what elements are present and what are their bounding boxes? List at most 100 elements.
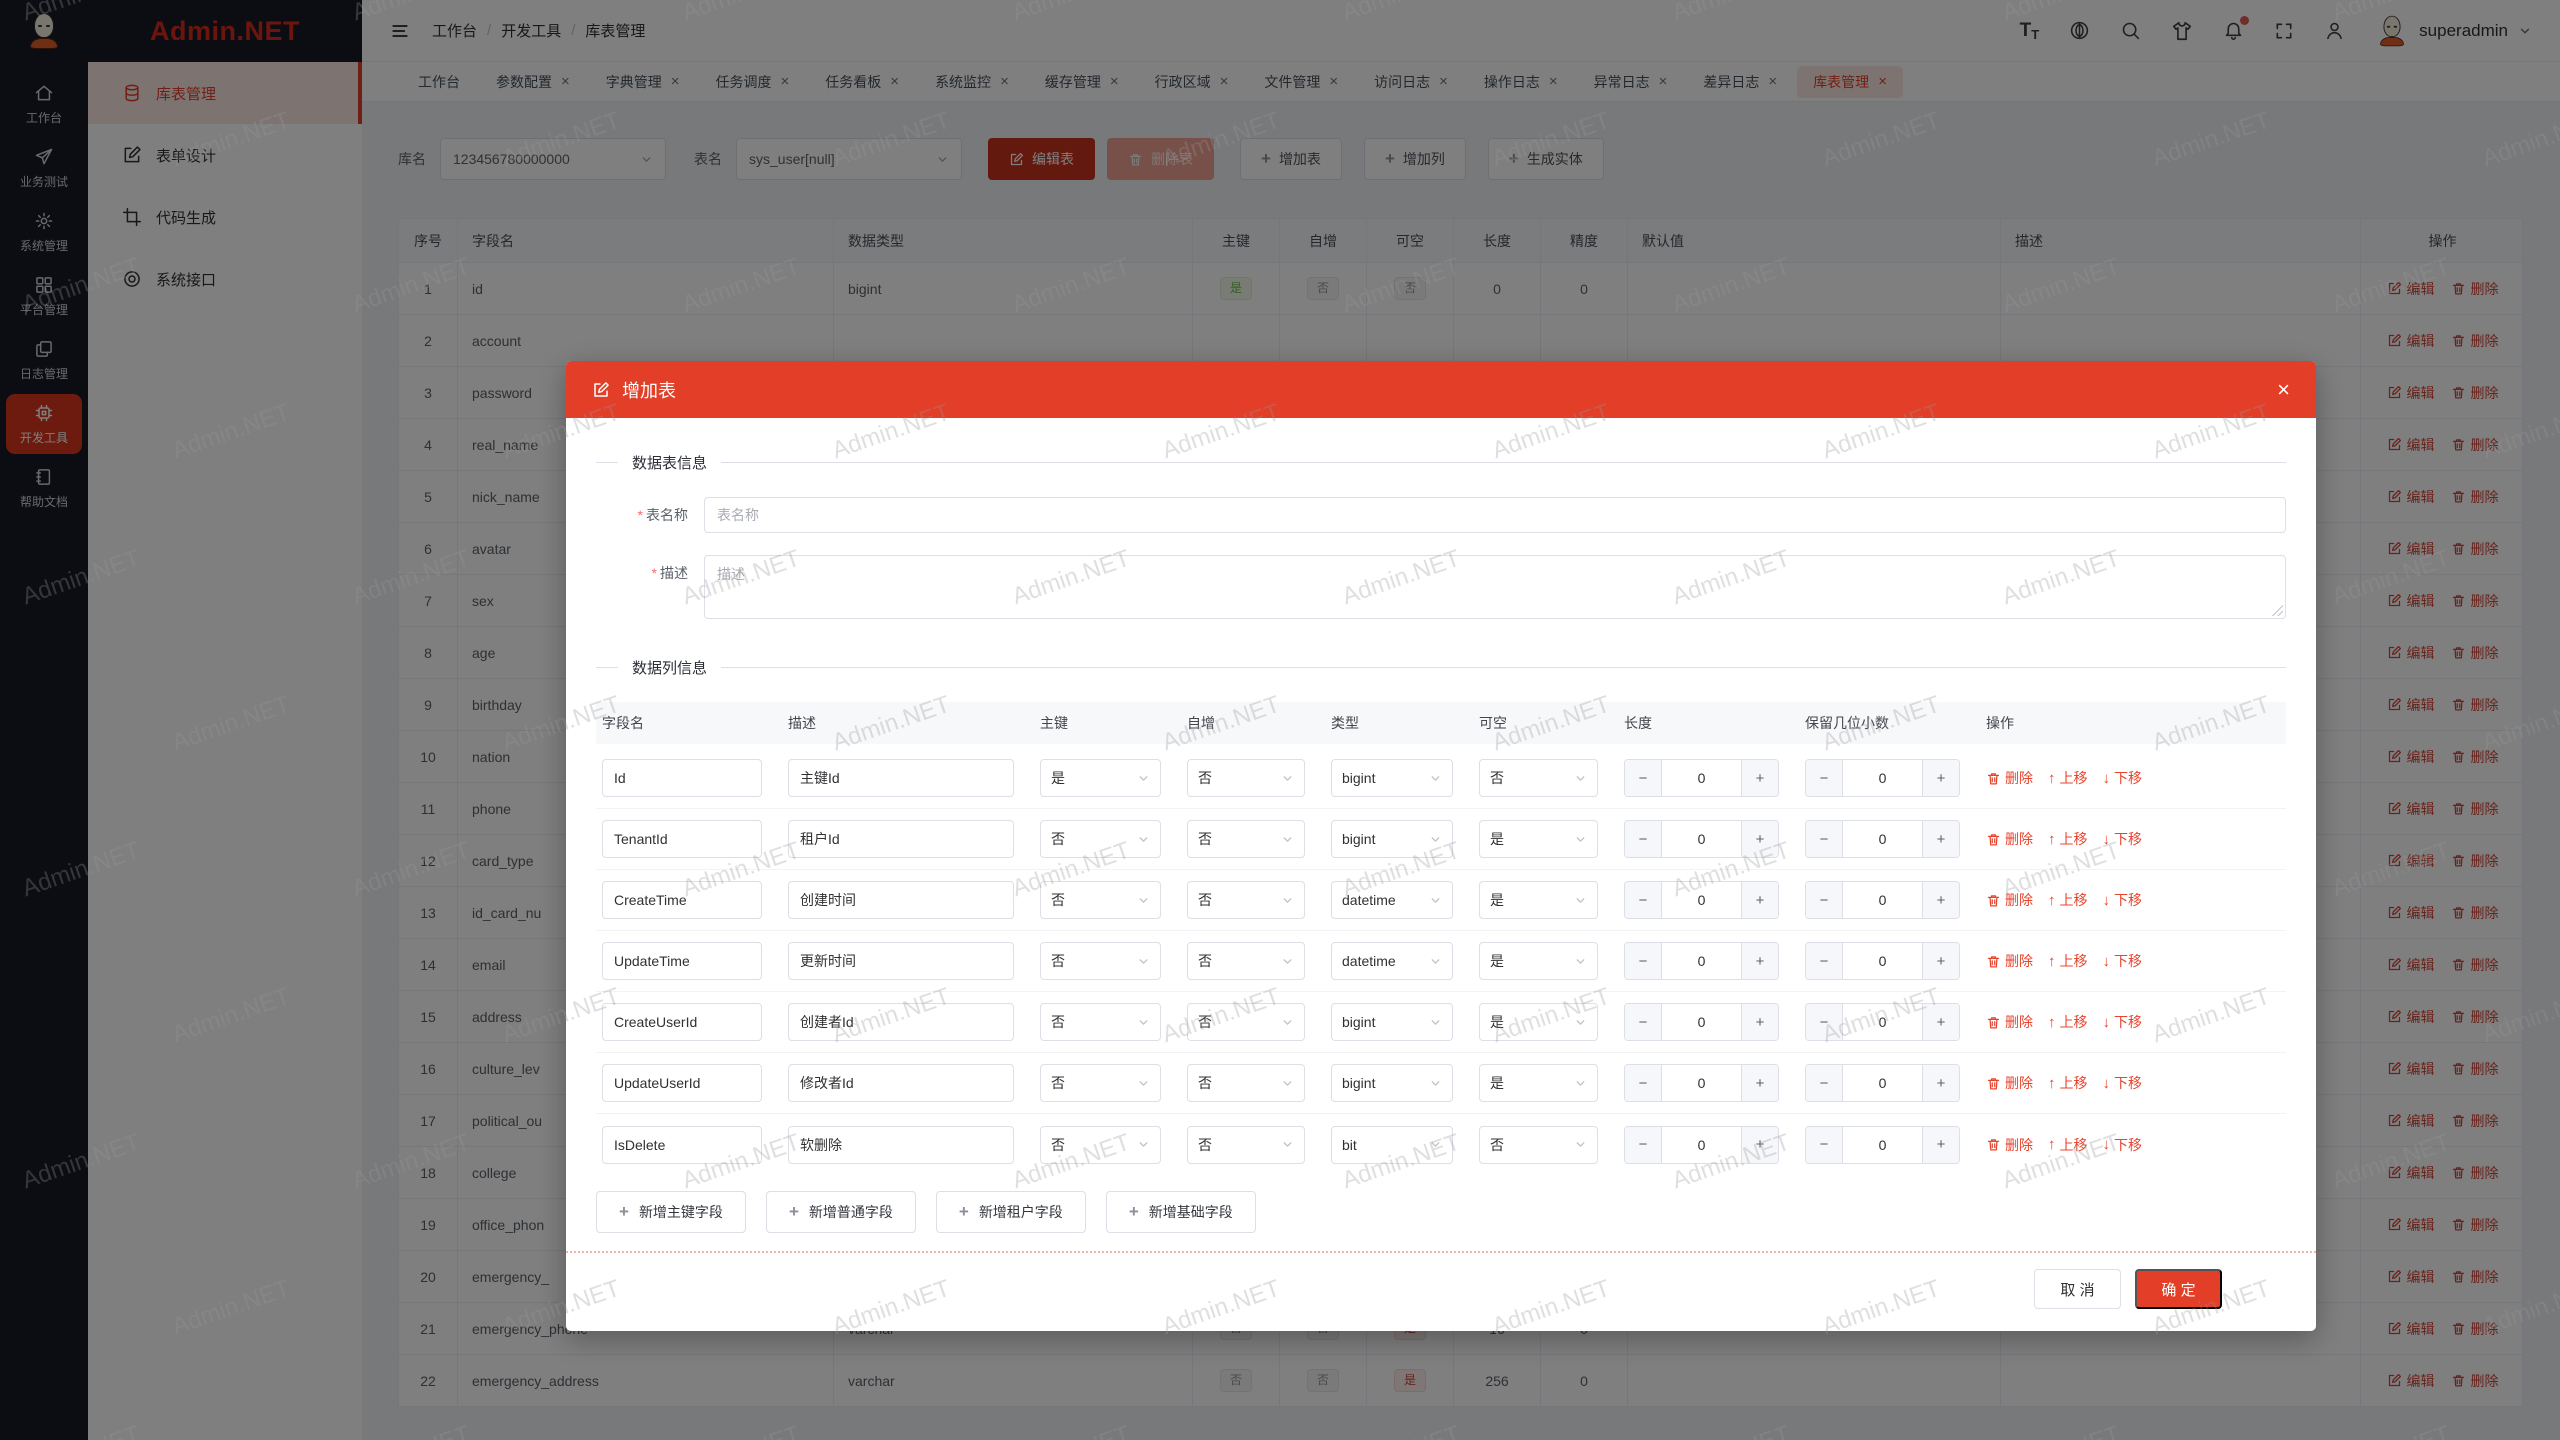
field-name-input[interactable]: [602, 1064, 762, 1102]
increase-button[interactable]: +: [1741, 1126, 1778, 1163]
delete-field-link[interactable]: 删除: [1986, 1073, 2033, 1093]
nullable-select[interactable]: 是: [1479, 942, 1598, 980]
primary-key-select[interactable]: 否: [1040, 881, 1161, 919]
auto-increment-select[interactable]: 否: [1187, 881, 1305, 919]
increase-button[interactable]: +: [1922, 760, 1959, 796]
primary-key-select[interactable]: 否: [1040, 942, 1161, 980]
decrease-button[interactable]: −: [1625, 882, 1662, 918]
data-type-select[interactable]: bigint: [1331, 1003, 1453, 1041]
decrease-button[interactable]: −: [1806, 760, 1843, 796]
field-name-input[interactable]: [602, 820, 762, 858]
decrease-button[interactable]: −: [1625, 760, 1662, 796]
increase-button[interactable]: +: [1922, 882, 1959, 918]
increase-button[interactable]: +: [1922, 821, 1959, 857]
increase-button[interactable]: +: [1922, 1065, 1959, 1101]
primary-key-select[interactable]: 否: [1040, 1003, 1161, 1041]
decrease-button[interactable]: −: [1806, 1065, 1843, 1101]
delete-field-link[interactable]: 删除: [1986, 829, 2033, 849]
add-field-button-新增普通字段[interactable]: + 新增普通字段: [765, 1191, 916, 1233]
increase-button[interactable]: +: [1741, 760, 1778, 796]
move-down-link[interactable]: ↓ 下移: [2103, 1012, 2143, 1032]
move-down-link[interactable]: ↓ 下移: [2103, 829, 2143, 849]
confirm-button[interactable]: 确 定: [2135, 1269, 2222, 1309]
field-description-input[interactable]: [788, 820, 1014, 858]
move-up-link[interactable]: ↑ 上移: [2048, 1135, 2088, 1155]
move-down-link[interactable]: ↓ 下移: [2103, 1073, 2143, 1093]
increase-button[interactable]: +: [1922, 943, 1959, 979]
nullable-select[interactable]: 是: [1479, 820, 1598, 858]
auto-increment-select[interactable]: 否: [1187, 1125, 1305, 1164]
move-up-link[interactable]: ↑ 上移: [2048, 1073, 2088, 1093]
table-description-textarea[interactable]: [704, 555, 2286, 619]
move-down-link[interactable]: ↓ 下移: [2103, 768, 2143, 788]
decrease-button[interactable]: −: [1806, 821, 1843, 857]
field-description-input[interactable]: [788, 759, 1014, 797]
data-type-select[interactable]: bigint: [1331, 759, 1453, 797]
increase-button[interactable]: +: [1741, 943, 1778, 979]
auto-increment-select[interactable]: 否: [1187, 820, 1305, 858]
data-type-select[interactable]: bigint: [1331, 820, 1453, 858]
field-description-input[interactable]: [788, 1064, 1014, 1102]
delete-field-link[interactable]: 删除: [1986, 1135, 2033, 1155]
field-name-input[interactable]: [602, 759, 762, 797]
nullable-select[interactable]: 否: [1479, 1125, 1598, 1164]
field-description-input[interactable]: [788, 881, 1014, 919]
move-down-link[interactable]: ↓ 下移: [2103, 1135, 2143, 1155]
add-field-button-新增主键字段[interactable]: + 新增主键字段: [596, 1191, 746, 1233]
cancel-button[interactable]: 取 消: [2034, 1269, 2121, 1309]
increase-button[interactable]: +: [1741, 882, 1778, 918]
decrease-button[interactable]: −: [1806, 943, 1843, 979]
data-type-select[interactable]: datetime: [1331, 942, 1453, 980]
auto-increment-select[interactable]: 否: [1187, 1064, 1305, 1102]
increase-button[interactable]: +: [1741, 1004, 1778, 1040]
delete-field-link[interactable]: 删除: [1986, 890, 2033, 910]
auto-increment-select[interactable]: 否: [1187, 942, 1305, 980]
primary-key-select[interactable]: 否: [1040, 1064, 1161, 1102]
field-description-input[interactable]: [788, 1003, 1014, 1041]
add-field-button-新增基础字段[interactable]: + 新增基础字段: [1105, 1191, 1256, 1233]
field-name-input[interactable]: [602, 1003, 762, 1041]
auto-increment-select[interactable]: 否: [1187, 1003, 1305, 1041]
primary-key-select[interactable]: 否: [1040, 1125, 1161, 1164]
data-type-select[interactable]: bit: [1331, 1125, 1453, 1164]
decrease-button[interactable]: −: [1806, 882, 1843, 918]
close-icon[interactable]: ×: [2277, 376, 2290, 402]
increase-button[interactable]: +: [1741, 821, 1778, 857]
nullable-select[interactable]: 是: [1479, 1064, 1598, 1102]
move-up-link[interactable]: ↑ 上移: [2048, 829, 2088, 849]
move-down-link[interactable]: ↓ 下移: [2103, 951, 2143, 971]
field-description-input[interactable]: [788, 1125, 1014, 1164]
increase-button[interactable]: +: [1922, 1004, 1959, 1040]
delete-field-link[interactable]: 删除: [1986, 768, 2033, 788]
nullable-select[interactable]: 否: [1479, 759, 1598, 797]
field-description-input[interactable]: [788, 942, 1014, 980]
auto-increment-select[interactable]: 否: [1187, 759, 1305, 797]
data-type-select[interactable]: datetime: [1331, 881, 1453, 919]
decrease-button[interactable]: −: [1625, 943, 1662, 979]
nullable-select[interactable]: 是: [1479, 1003, 1598, 1041]
decrease-button[interactable]: −: [1806, 1126, 1843, 1163]
move-up-link[interactable]: ↑ 上移: [2048, 951, 2088, 971]
move-up-link[interactable]: ↑ 上移: [2048, 768, 2088, 788]
field-name-input[interactable]: [602, 881, 762, 919]
primary-key-select[interactable]: 否: [1040, 820, 1161, 858]
primary-key-select[interactable]: 是: [1040, 759, 1161, 797]
add-field-button-新增租户字段[interactable]: + 新增租户字段: [935, 1191, 1086, 1233]
decrease-button[interactable]: −: [1625, 1126, 1662, 1163]
increase-button[interactable]: +: [1741, 1065, 1778, 1101]
delete-field-link[interactable]: 删除: [1986, 951, 2033, 971]
decrease-button[interactable]: −: [1806, 1004, 1843, 1040]
field-name-input[interactable]: [602, 1125, 762, 1164]
decrease-button[interactable]: −: [1625, 1004, 1662, 1040]
data-type-select[interactable]: bigint: [1331, 1064, 1453, 1102]
increase-button[interactable]: +: [1922, 1126, 1959, 1163]
nullable-select[interactable]: 是: [1479, 881, 1598, 919]
field-name-input[interactable]: [602, 942, 762, 980]
move-up-link[interactable]: ↑ 上移: [2048, 890, 2088, 910]
decrease-button[interactable]: −: [1625, 821, 1662, 857]
move-up-link[interactable]: ↑ 上移: [2048, 1012, 2088, 1032]
decrease-button[interactable]: −: [1625, 1065, 1662, 1101]
table-name-input[interactable]: [704, 497, 2286, 533]
delete-field-link[interactable]: 删除: [1986, 1012, 2033, 1032]
move-down-link[interactable]: ↓ 下移: [2103, 890, 2143, 910]
